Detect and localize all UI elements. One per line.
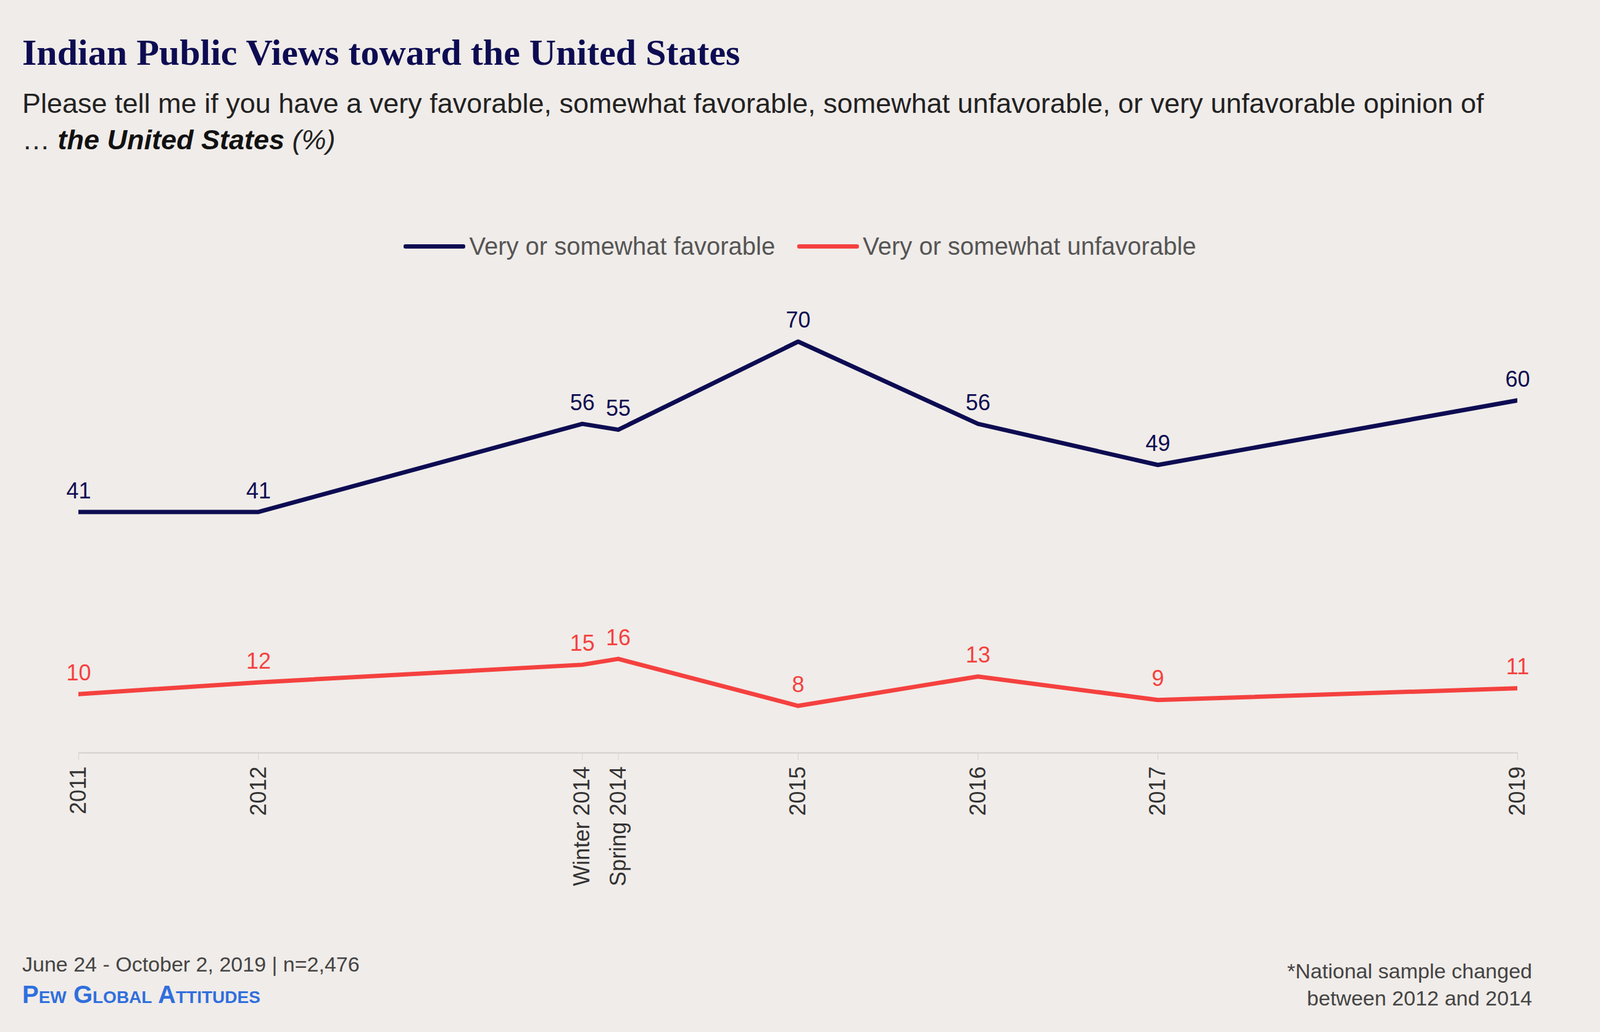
svg-text:9: 9 — [1151, 665, 1164, 692]
svg-text:70: 70 — [785, 307, 811, 333]
html-text:Indian Public Views toward the: Indian Public Views toward the United St… — [22, 32, 741, 73]
svg-text:60: 60 — [1504, 365, 1530, 392]
svg-text:12: 12 — [246, 648, 271, 674]
svg-text:2011: 2011 — [65, 766, 91, 814]
svg-text:Spring 2014: Spring 2014 — [605, 766, 631, 887]
svg-text:49: 49 — [1145, 430, 1170, 456]
svg-text:11: 11 — [1506, 654, 1530, 680]
svg-text:10: 10 — [66, 660, 91, 686]
svg-text:16: 16 — [605, 624, 631, 650]
html-text:Please tell me if you have a v: Please tell me if you have a very favora… — [22, 87, 1484, 156]
html-text:June 24 - October 2, 2019 | n=: June 24 - October 2, 2019 | n=2,476 — [22, 952, 360, 977]
svg-text:2012: 2012 — [245, 766, 271, 816]
html-text:Pew Global Attitudes: Pew Global Attitudes — [22, 980, 261, 1009]
svg-text:56: 56 — [965, 389, 991, 415]
html-text:*National sample changed betwe: *National sample changed between 2012 an… — [1287, 959, 1533, 1011]
svg-text:41: 41 — [246, 477, 271, 503]
svg-text:Winter 2014: Winter 2014 — [568, 766, 595, 887]
svg-text:2015: 2015 — [784, 766, 811, 816]
svg-text:55: 55 — [605, 395, 631, 421]
svg-text:2016: 2016 — [965, 766, 991, 816]
html-text:Very or somewhat favorable: Very or somewhat favorable — [469, 232, 776, 260]
svg-text:41: 41 — [66, 477, 91, 503]
svg-text:2017: 2017 — [1144, 766, 1170, 816]
svg-text:15: 15 — [570, 630, 595, 656]
html-text:Very or somewhat unfavorable: Very or somewhat unfavorable — [862, 232, 1197, 260]
svg-text:2019: 2019 — [1504, 766, 1530, 816]
svg-text:8: 8 — [791, 671, 805, 698]
svg-text:13: 13 — [965, 642, 991, 668]
svg-text:56: 56 — [570, 389, 595, 415]
